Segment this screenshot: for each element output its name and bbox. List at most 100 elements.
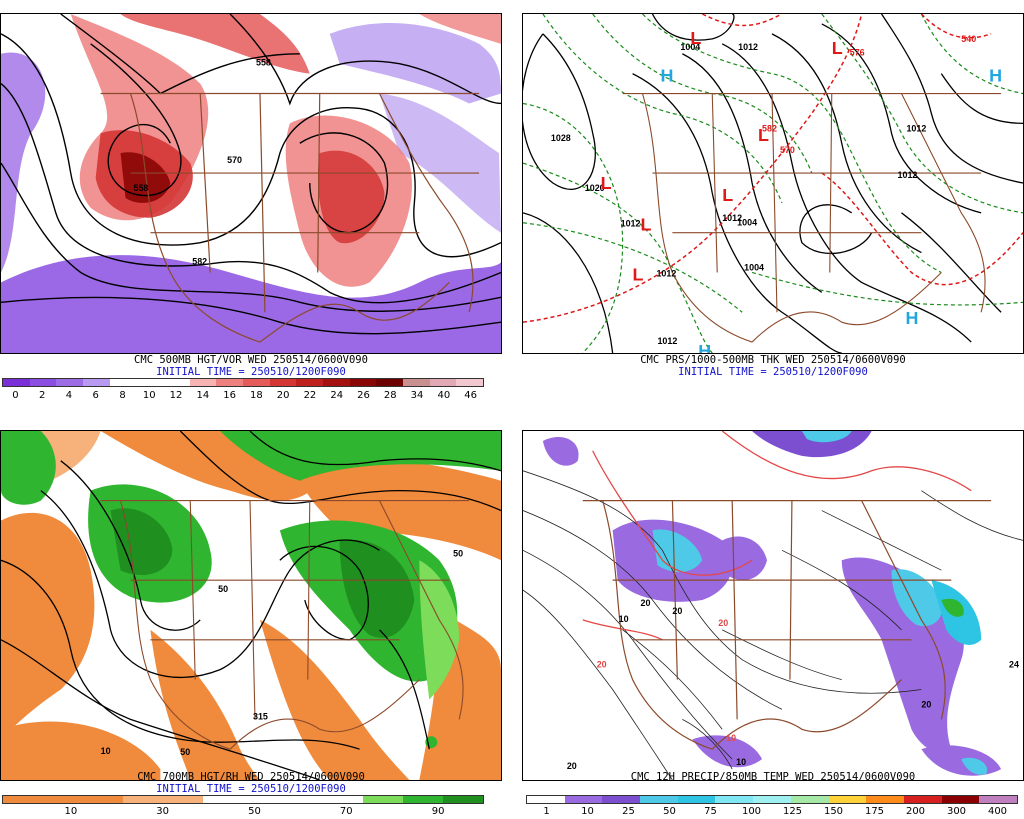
colorbar-swatch xyxy=(403,796,443,803)
low-pressure-marker: L xyxy=(722,185,733,205)
colorbar-swatch xyxy=(403,379,430,386)
low-pressure-marker: L xyxy=(641,215,652,235)
colorbar-tick-label: 18 xyxy=(250,390,263,401)
colorbar-swatch xyxy=(3,379,30,386)
colorbar-tick-label: 8 xyxy=(119,390,126,401)
colorbar-swatch xyxy=(3,796,43,803)
high-pressure-marker: H xyxy=(905,308,918,328)
colorbar-swatch xyxy=(677,796,716,803)
high-pressure-marker: H xyxy=(660,66,673,86)
pressure-map: 1004 1012 1028 1020 1012 1012 1004 1012 … xyxy=(522,13,1024,354)
colorbar-swatch xyxy=(828,796,867,803)
colorbar-swatch xyxy=(29,379,57,386)
temp-label: 10 xyxy=(619,614,629,624)
isobar-label: 1028 xyxy=(551,133,571,143)
colorbar-swatch xyxy=(640,796,678,803)
temp-label: 20 xyxy=(641,598,651,608)
colorbar-tick-label: 200 xyxy=(905,806,926,817)
isobar-label: 1012 xyxy=(722,213,742,223)
high-pressure-marker: H xyxy=(698,341,711,353)
vorticity-map-svg: 558 570 558 582 xyxy=(1,14,501,353)
colorbar-tick-label: 16 xyxy=(223,390,236,401)
thickness-label: 570 xyxy=(780,145,795,155)
panel-pressure-thickness: 1004 1012 1028 1020 1012 1012 1004 1012 … xyxy=(522,0,1024,409)
colorbar-swatch xyxy=(136,379,164,386)
colorbar-swatch xyxy=(429,379,457,386)
colorbar-swatch xyxy=(790,796,829,803)
colorbar-tick-label: 4 xyxy=(65,390,73,401)
colorbar-swatch xyxy=(296,379,324,386)
colorbar-tick-label: 175 xyxy=(864,806,885,817)
colorbar-swatch xyxy=(43,796,83,803)
thickness-label: 576 xyxy=(850,48,865,58)
panel-caption: CMC PRS/1000-500MB THK WED 250514/0600V0… xyxy=(522,354,1024,366)
colorbar-swatch xyxy=(941,796,980,803)
colorbar-tick-label: 22 xyxy=(303,390,317,401)
vorticity-map: 558 570 558 582 xyxy=(0,13,502,354)
colorbar-swatch xyxy=(323,379,350,386)
vorticity-colorbar-ticks: 0 2 4 6 8 10 12 14 16 18 20 22 24 26 28 34 40 46 xyxy=(2,390,484,402)
panel-caption: CMC 700MB HGT/RH WED 250514/0600V090 xyxy=(137,771,365,783)
colorbar-tick-label: 150 xyxy=(823,806,844,817)
colorbar-tick-label: 28 xyxy=(383,390,397,401)
isobar-label: 1020 xyxy=(585,183,605,193)
colorbar-swatch xyxy=(163,379,190,386)
low-pressure-marker: L xyxy=(601,173,612,193)
colorbar-tick-label: 10 xyxy=(142,390,156,401)
colorbar-tick-label: 25 xyxy=(622,806,635,817)
rh-map: 315 50 10 50 50 xyxy=(0,430,502,781)
colorbar-swatch xyxy=(443,796,483,803)
panel-precip-850temp: 20 20 10 10 20 20 10 20 24 20 CMC 12H PR… xyxy=(522,410,1024,819)
colorbar-swatch xyxy=(269,379,297,386)
colorbar-swatch xyxy=(163,796,203,803)
low-pressure-marker: L xyxy=(633,264,644,284)
temp-label: 20 xyxy=(718,618,728,628)
colorbar-swatch xyxy=(866,796,904,803)
colorbar-tick-label: 100 xyxy=(741,806,762,817)
precip-map-svg: 20 20 10 10 20 20 10 20 24 20 xyxy=(523,431,1023,780)
rh-contour-label: 50 xyxy=(218,584,228,594)
colorbar-tick-label: 12 xyxy=(169,390,183,401)
colorbar-swatch xyxy=(83,796,123,803)
colorbar-tick-label: 46 xyxy=(464,390,477,401)
colorbar-tick-label: 26 xyxy=(357,390,370,401)
high-pressure-marker: H xyxy=(989,66,1002,86)
panel-initial-time: INITIAL TIME = 250510/1200F090 xyxy=(156,783,346,795)
rh-map-svg: 315 50 10 50 50 xyxy=(1,431,501,780)
colorbar-tick-label: 6 xyxy=(92,390,99,401)
thickness-label: 582 xyxy=(762,123,777,133)
colorbar-swatch xyxy=(715,796,754,803)
colorbar-tick-label: 1 xyxy=(543,806,550,817)
colorbar-tick-label: 10 xyxy=(64,806,78,817)
vort-contour-label: 558 xyxy=(133,183,148,193)
panel-initial-time: INITIAL TIME = 250510/1200F090 xyxy=(0,366,502,378)
isobar-label: 1004 xyxy=(737,218,757,228)
colorbar-tick-label: 50 xyxy=(248,806,261,817)
low-pressure-marker: L xyxy=(690,28,701,48)
colorbar-tick-label: 70 xyxy=(339,806,353,817)
colorbar-swatch xyxy=(363,796,403,803)
temp-label: 10 xyxy=(736,757,746,767)
precip-colorbar-ticks: 1 10 25 50 75 100 125 150 175 200 300 400 xyxy=(526,806,1018,818)
colorbar-swatch xyxy=(109,379,137,386)
colorbar-tick-label: 24 xyxy=(330,390,344,401)
colorbar-tick-label: 50 xyxy=(663,806,676,817)
colorbar-tick-label: 0 xyxy=(12,390,19,401)
colorbar-tick-label: 20 xyxy=(276,390,290,401)
vorticity-colorbar xyxy=(2,378,484,387)
temp-label: 24 xyxy=(1009,660,1019,670)
rh-contour-label: 50 xyxy=(453,548,463,558)
panel-caption: CMC 500MB HGT/VOR WED 250514/0600V090 xyxy=(0,354,502,366)
temp-label: 20 xyxy=(921,699,931,709)
precip-map: 20 20 10 10 20 20 10 20 24 20 xyxy=(522,430,1024,781)
colorbar-tick-label: 400 xyxy=(987,806,1008,817)
colorbar-swatch xyxy=(323,796,363,803)
rh-contour-label: 50 xyxy=(180,747,190,757)
colorbar-tick-label: 10 xyxy=(581,806,594,817)
colorbar-swatch xyxy=(123,796,163,803)
isobar-label: 1012 xyxy=(656,268,676,278)
vort-contour-label: 558 xyxy=(256,58,271,68)
colorbar-tick-label: 34 xyxy=(410,390,424,401)
thickness-label: 540 xyxy=(961,34,976,44)
rh-colorbar xyxy=(2,795,484,804)
